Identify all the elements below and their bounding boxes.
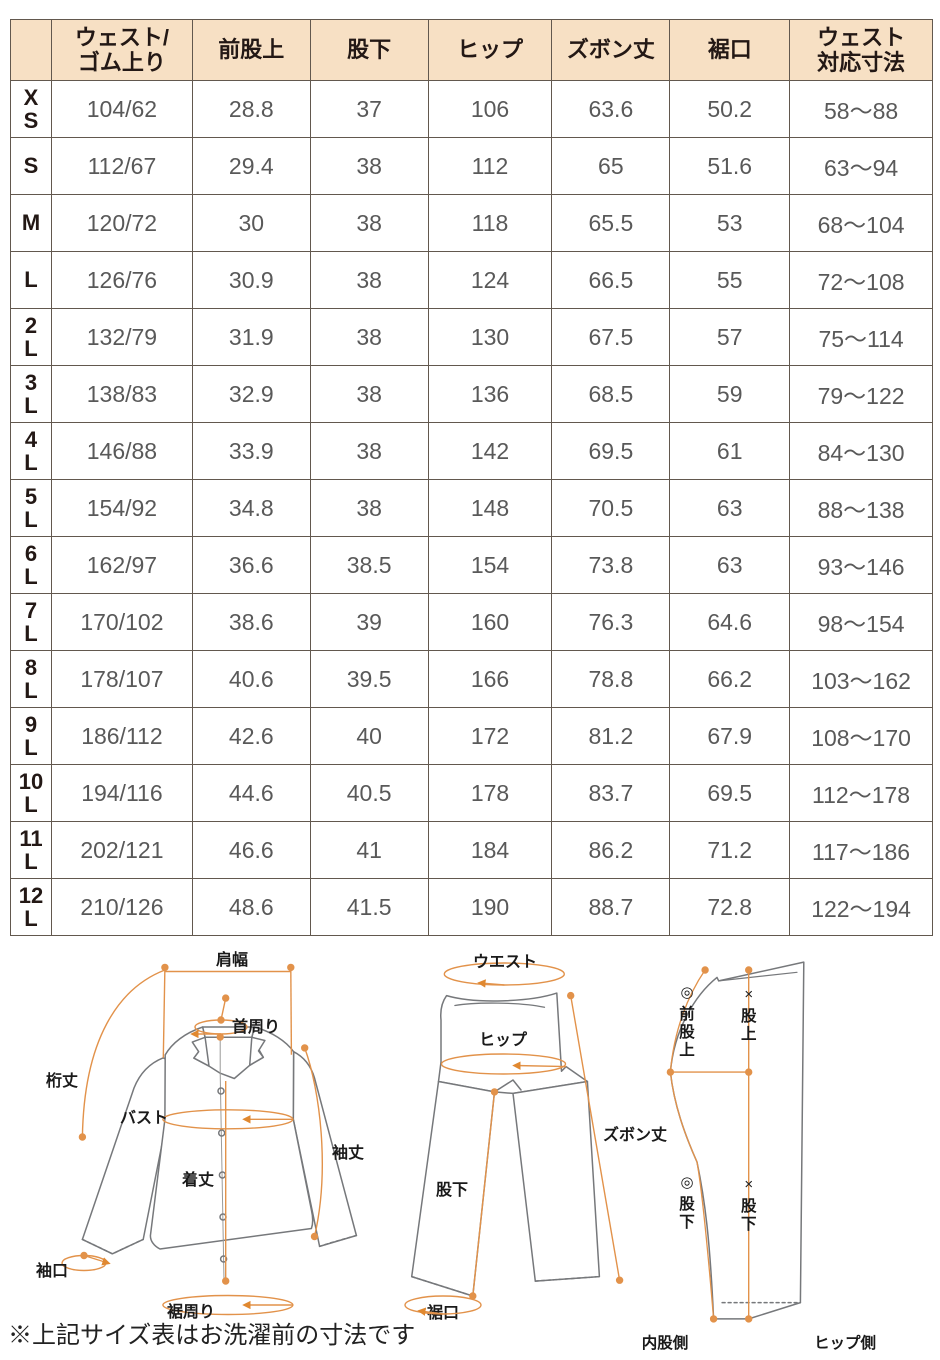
- svg-text:股: 股: [741, 1197, 757, 1215]
- svg-text:股: 股: [741, 1007, 757, 1025]
- svg-text:首周り: 首周り: [232, 1017, 280, 1036]
- svg-text:着丈: 着丈: [181, 1170, 214, 1189]
- svg-text:股: 股: [679, 1023, 695, 1041]
- svg-text:×: ×: [744, 1176, 753, 1193]
- svg-text:バスト: バスト: [120, 1109, 168, 1127]
- svg-text:下: 下: [679, 1214, 695, 1231]
- svg-text:上: 上: [679, 1041, 695, 1059]
- svg-text:股: 股: [679, 1195, 695, 1213]
- svg-text:※上記サイズ表はお洗濯前の寸法です: ※上記サイズ表はお洗濯前の寸法です: [8, 1322, 415, 1349]
- svg-text:◎: ◎: [680, 984, 693, 1001]
- svg-text:股下: 股下: [436, 1181, 468, 1199]
- svg-text:袖口: 袖口: [36, 1261, 68, 1280]
- svg-text:桁丈: 桁丈: [46, 1071, 78, 1090]
- svg-text:◎: ◎: [680, 1174, 693, 1191]
- svg-text:上: 上: [741, 1025, 757, 1043]
- svg-text:ズボン丈: ズボン丈: [603, 1125, 667, 1144]
- svg-text:前: 前: [679, 1004, 695, 1023]
- svg-text:肩幅: 肩幅: [216, 950, 248, 969]
- svg-text:ヒップ: ヒップ: [479, 1030, 528, 1049]
- svg-text:裾周り: 裾周り: [167, 1302, 215, 1321]
- svg-text:内股側: 内股側: [642, 1333, 689, 1352]
- svg-text:×: ×: [744, 986, 753, 1003]
- svg-text:ヒップ側: ヒップ側: [814, 1333, 876, 1352]
- svg-text:袖丈: 袖丈: [332, 1143, 364, 1162]
- svg-text:ウエスト: ウエスト: [473, 953, 537, 971]
- svg-text:下: 下: [741, 1216, 757, 1233]
